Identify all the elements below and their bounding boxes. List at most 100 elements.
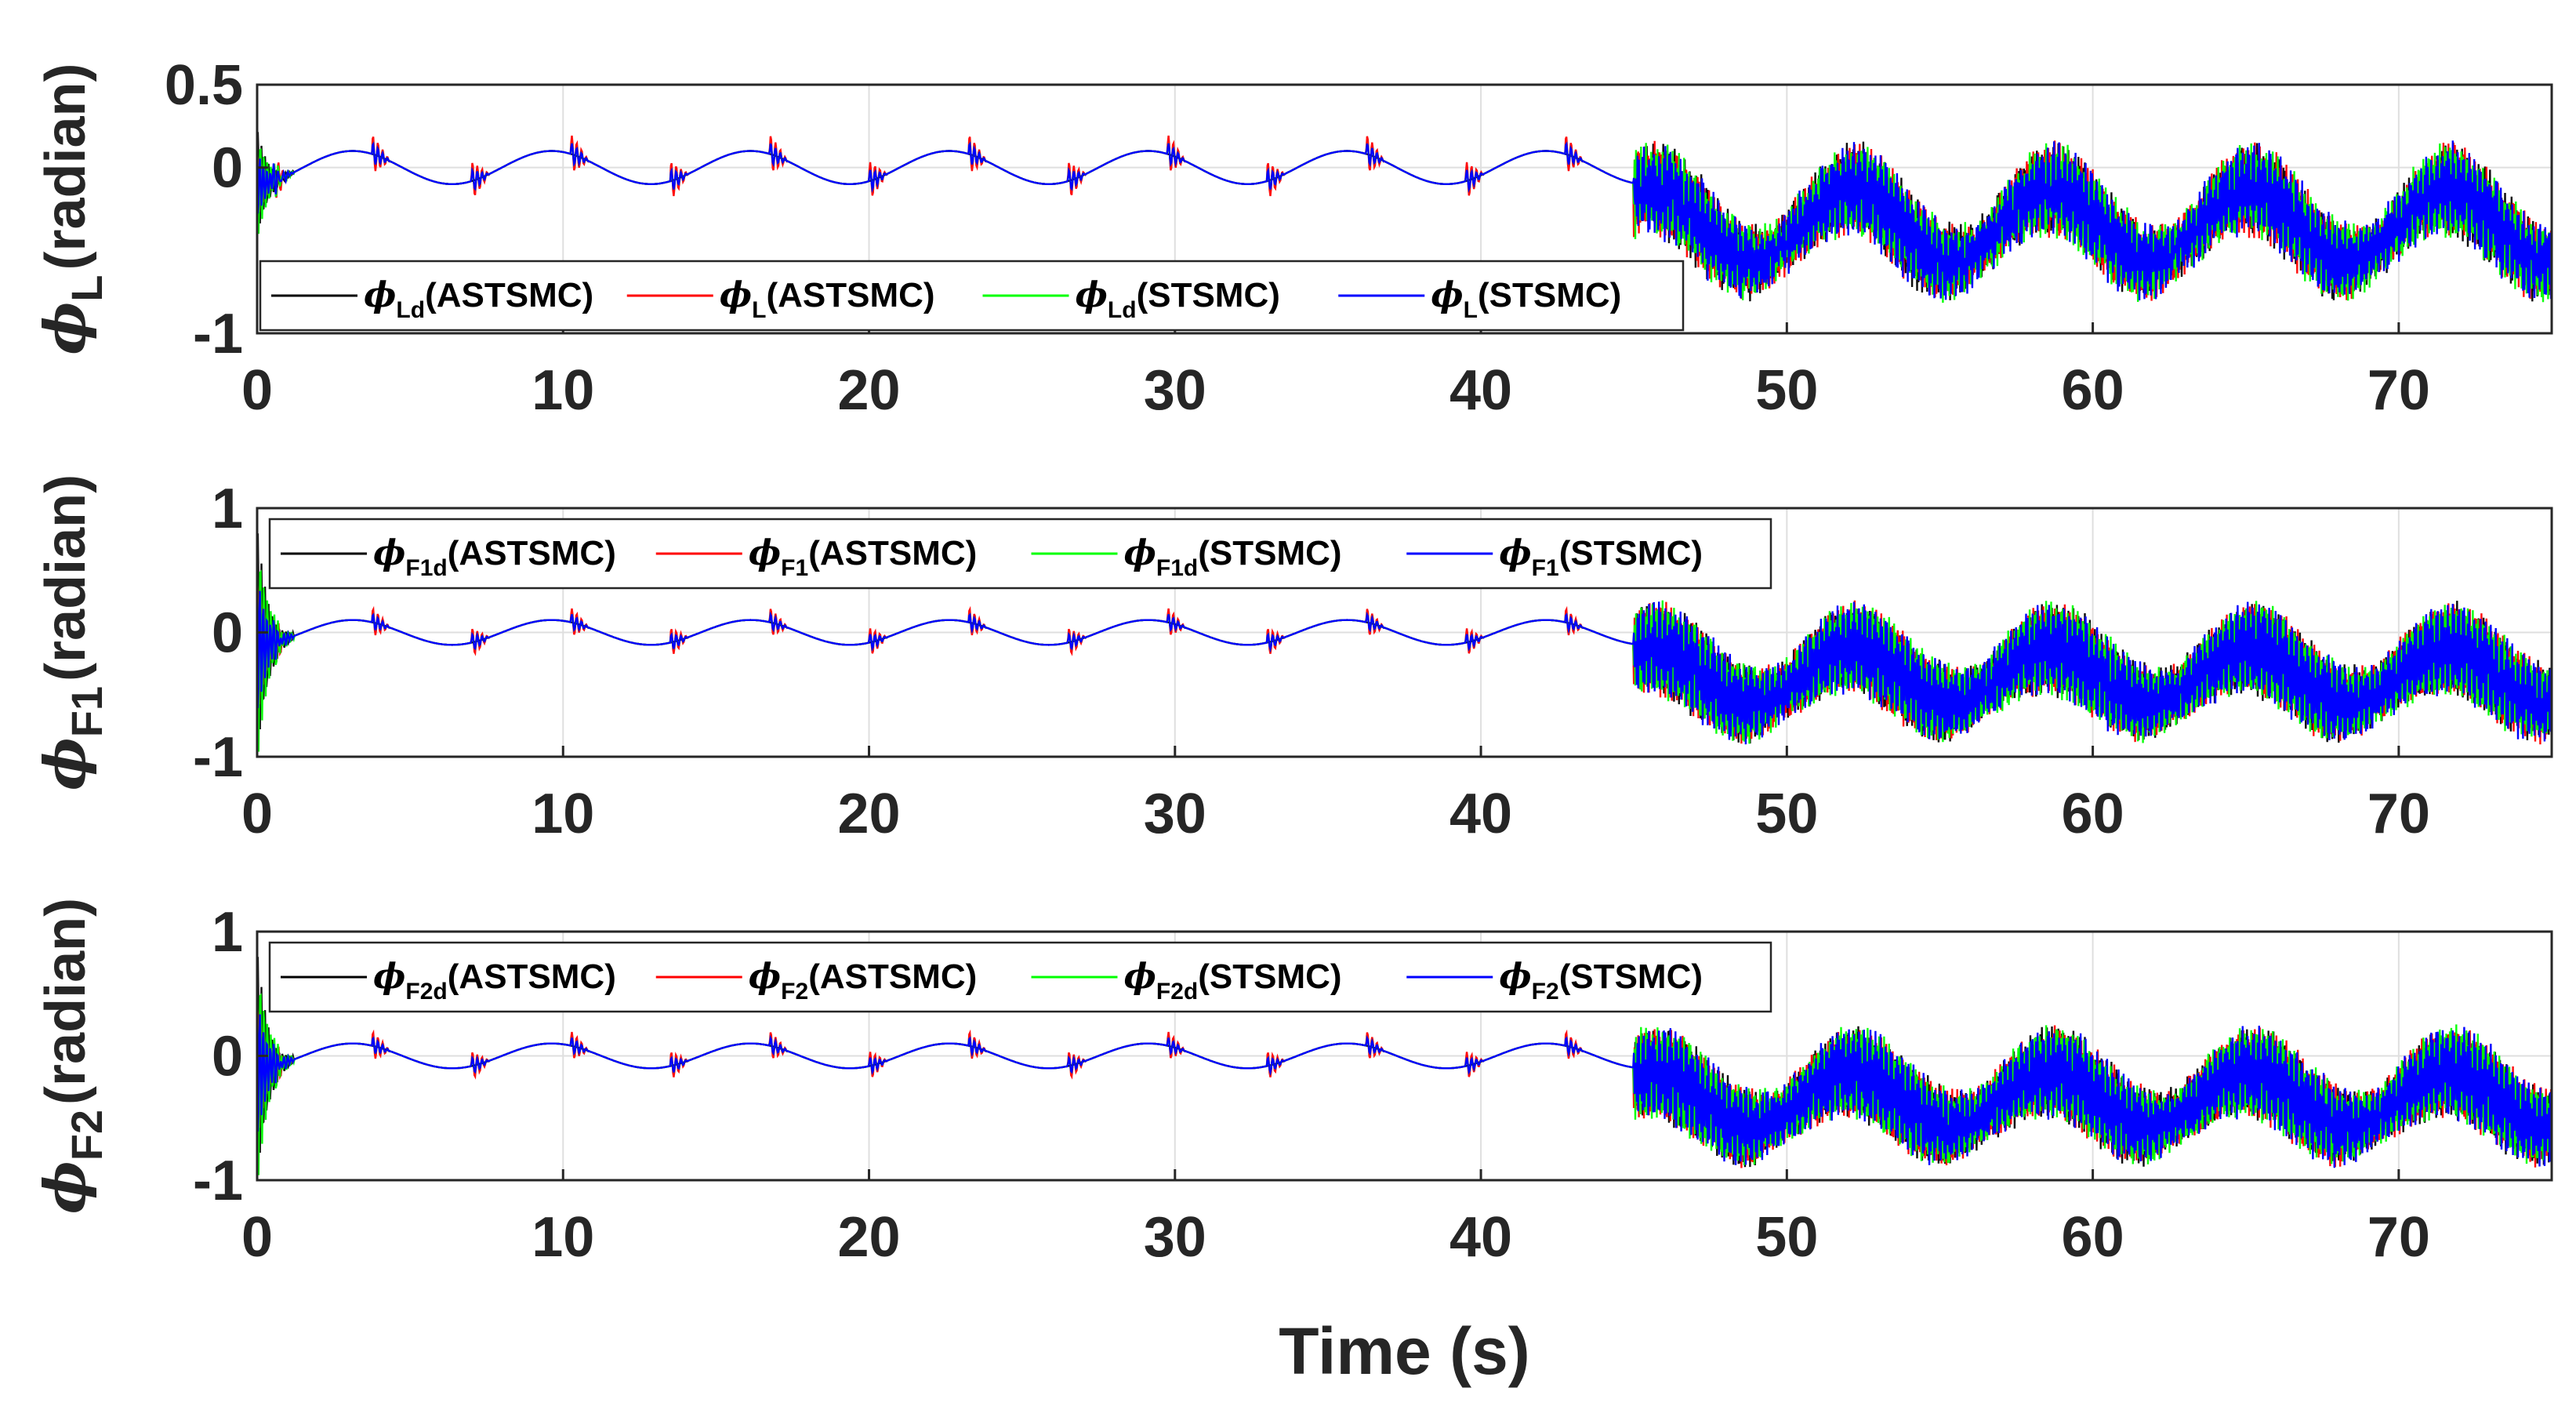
legend-label-2: ϕL(ASTSMC) xyxy=(720,275,935,323)
legend-symbol: ϕ xyxy=(720,275,752,315)
y-axis-label-symbol: ϕ xyxy=(31,302,98,355)
legend-subscript: L xyxy=(752,297,766,323)
y-axis-label: ϕF2(radian) xyxy=(31,898,111,1214)
legend-suffix: (STSMC) xyxy=(1198,957,1341,996)
legend-subscript: L xyxy=(1464,297,1478,323)
legend-symbol: ϕ xyxy=(749,533,781,573)
x-tick-label: 40 xyxy=(1449,783,1512,845)
y-axis-label-subscript: L xyxy=(62,275,111,302)
legend-symbol: ϕ xyxy=(373,533,405,573)
legend-suffix: (STSMC) xyxy=(1478,276,1621,314)
y-tick-label: 0.5 xyxy=(165,54,243,117)
legend-suffix: (STSMC) xyxy=(1559,534,1703,572)
subplot-1: 0 10 20 30 40 50 60 70-100.5ϕL(radian)ϕLd(ASTSM… xyxy=(31,54,2553,422)
axes-frame xyxy=(256,83,2553,335)
y-axis-label-symbol: ϕ xyxy=(31,737,98,790)
legend-label-2: ϕF2(ASTSMC) xyxy=(749,957,978,1005)
legend-suffix: (ASTSMC) xyxy=(767,276,935,314)
legend-symbol: ϕ xyxy=(749,957,781,997)
legend-subscript: Ld xyxy=(1108,297,1137,323)
legend-label-4: ϕF2(STSMC) xyxy=(1499,957,1703,1005)
legend-symbol: ϕ xyxy=(1499,957,1531,997)
y-tick-label: 0 xyxy=(212,602,243,665)
legend-subscript: F2d xyxy=(405,979,447,1005)
legend-label-3: ϕF1d(STSMC) xyxy=(1124,533,1342,581)
x-tick-label: 30 xyxy=(1144,783,1206,845)
legend-symbol: ϕ xyxy=(1124,533,1156,573)
y-tick-label: -1 xyxy=(193,726,243,789)
series-line-4 xyxy=(256,590,2553,745)
legend-subscript: F1 xyxy=(1532,555,1559,581)
series-line-4 xyxy=(256,1014,2553,1168)
legend-box xyxy=(268,518,1772,590)
x-tick-label: 50 xyxy=(1755,783,1818,845)
y-tick-label: 0 xyxy=(212,1026,243,1088)
legend-box xyxy=(259,260,1685,332)
x-tick-label: 40 xyxy=(1449,359,1512,422)
legend-subscript: F1d xyxy=(405,555,447,581)
legend-subscript: F2 xyxy=(781,979,808,1005)
x-tick-label: 40 xyxy=(1449,1206,1512,1269)
legend-label-3: ϕF2d(STSMC) xyxy=(1124,957,1342,1005)
x-tick-label: 50 xyxy=(1755,359,1818,422)
x-tick-label: 10 xyxy=(532,359,594,422)
x-tick-label: 50 xyxy=(1755,1206,1818,1269)
y-axis-label-symbol: ϕ xyxy=(31,1161,98,1214)
legend: ϕF2d(ASTSMC) ϕF2(ASTSMC) ϕF2d(STSMC) ϕF2(ST… xyxy=(268,941,1772,1013)
legend: ϕF1d(ASTSMC) ϕF1(ASTSMC) ϕF1d(STSMC) ϕF1(ST… xyxy=(268,518,1772,590)
legend-box xyxy=(268,941,1772,1013)
x-tick-label: 0 xyxy=(241,359,273,422)
x-tick-label: 70 xyxy=(2367,1206,2430,1269)
x-axis-label: Time (s) xyxy=(1279,1314,1530,1388)
x-tick-label: 0 xyxy=(241,783,273,845)
y-tick-label: 0 xyxy=(212,137,243,200)
legend-symbol: ϕ xyxy=(1431,275,1463,315)
y-axis-label-unit: (radian) xyxy=(34,63,97,270)
legend-label-1: ϕF2d(ASTSMC) xyxy=(373,957,616,1005)
legend-suffix: (ASTSMC) xyxy=(425,276,593,314)
y-axis-label-unit: (radian) xyxy=(34,474,97,681)
y-axis-label-subscript: F1 xyxy=(62,686,111,737)
y-tick-label: -1 xyxy=(193,1150,243,1212)
legend-subscript: F2d xyxy=(1156,979,1198,1005)
legend-symbol: ϕ xyxy=(1124,957,1156,997)
legend-suffix: (ASTSMC) xyxy=(808,957,977,996)
x-tick-label: 0 xyxy=(241,1206,273,1269)
y-axis-label-subscript: F2 xyxy=(62,1110,111,1161)
legend-suffix: (ASTSMC) xyxy=(808,534,977,572)
y-axis-label: ϕL (radian) xyxy=(31,63,111,354)
legend-suffix: (ASTSMC) xyxy=(448,534,616,572)
series-line-4 xyxy=(256,140,2553,301)
legend-suffix: (STSMC) xyxy=(1137,276,1280,314)
x-tick-label: 20 xyxy=(837,783,900,845)
legend-symbol: ϕ xyxy=(364,275,396,315)
x-tick-label: 60 xyxy=(2062,359,2124,422)
y-axis-label-unit: (radian) xyxy=(34,898,97,1105)
legend: ϕLd(ASTSMC) ϕL(ASTSMC) ϕLd(STSMC) ϕL(STSMC) xyxy=(259,260,1685,332)
x-tick-label: 10 xyxy=(532,1206,594,1269)
x-tick-label: 30 xyxy=(1144,1206,1206,1269)
legend-label-1: ϕLd(ASTSMC) xyxy=(364,275,593,323)
legend-suffix: (STSMC) xyxy=(1559,957,1703,996)
y-axis-label: ϕF1(radian) xyxy=(31,474,111,790)
legend-label-3: ϕLd(STSMC) xyxy=(1076,275,1280,323)
x-tick-label: 30 xyxy=(1144,359,1206,422)
x-tick-label: 70 xyxy=(2367,783,2430,845)
y-tick-label: -1 xyxy=(193,303,243,365)
x-tick-label: 60 xyxy=(2062,783,2124,845)
x-tick-label: 10 xyxy=(532,783,594,845)
y-tick-label: 1 xyxy=(212,478,243,540)
legend-subscript: F1 xyxy=(781,555,808,581)
x-tick-label: 70 xyxy=(2367,359,2430,422)
legend-subscript: Ld xyxy=(396,297,425,323)
legend-symbol: ϕ xyxy=(373,957,405,997)
x-tick-label: 20 xyxy=(837,359,900,422)
legend-label-1: ϕF1d(ASTSMC) xyxy=(373,533,616,581)
x-tick-label: 60 xyxy=(2062,1206,2124,1269)
legend-label-4: ϕL(STSMC) xyxy=(1431,275,1621,323)
legend-symbol: ϕ xyxy=(1499,533,1531,573)
x-tick-label: 20 xyxy=(837,1206,900,1269)
